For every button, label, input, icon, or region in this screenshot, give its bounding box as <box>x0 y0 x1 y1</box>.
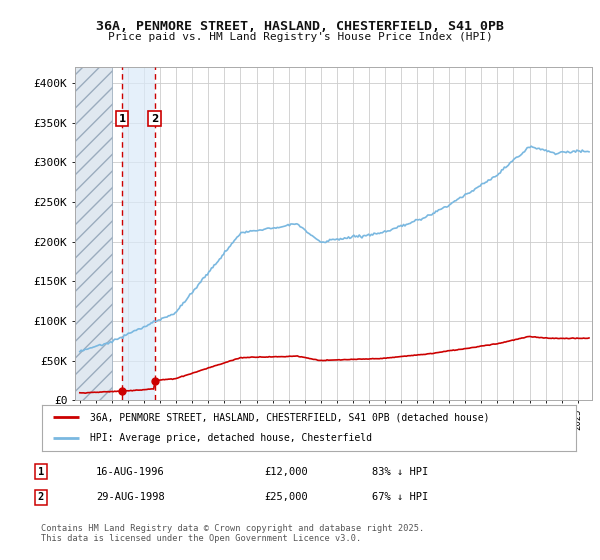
Text: £25,000: £25,000 <box>264 492 308 502</box>
Text: 1: 1 <box>38 466 44 477</box>
Text: 83% ↓ HPI: 83% ↓ HPI <box>372 466 428 477</box>
Text: Price paid vs. HM Land Registry's House Price Index (HPI): Price paid vs. HM Land Registry's House … <box>107 32 493 43</box>
Text: 2: 2 <box>151 114 158 124</box>
Bar <box>75 67 112 400</box>
Text: 29-AUG-1998: 29-AUG-1998 <box>96 492 165 502</box>
Text: 16-AUG-1996: 16-AUG-1996 <box>96 466 165 477</box>
Text: 67% ↓ HPI: 67% ↓ HPI <box>372 492 428 502</box>
Text: HPI: Average price, detached house, Chesterfield: HPI: Average price, detached house, Ches… <box>90 433 372 444</box>
Bar <box>122 67 155 400</box>
Text: 2: 2 <box>38 492 44 502</box>
Text: £12,000: £12,000 <box>264 466 308 477</box>
Text: 36A, PENMORE STREET, HASLAND, CHESTERFIELD, S41 0PB (detached house): 36A, PENMORE STREET, HASLAND, CHESTERFIE… <box>90 412 490 422</box>
Text: Contains HM Land Registry data © Crown copyright and database right 2025.
This d: Contains HM Land Registry data © Crown c… <box>41 524 424 543</box>
Text: 1: 1 <box>118 114 125 124</box>
Text: 36A, PENMORE STREET, HASLAND, CHESTERFIELD, S41 0PB: 36A, PENMORE STREET, HASLAND, CHESTERFIE… <box>96 20 504 32</box>
